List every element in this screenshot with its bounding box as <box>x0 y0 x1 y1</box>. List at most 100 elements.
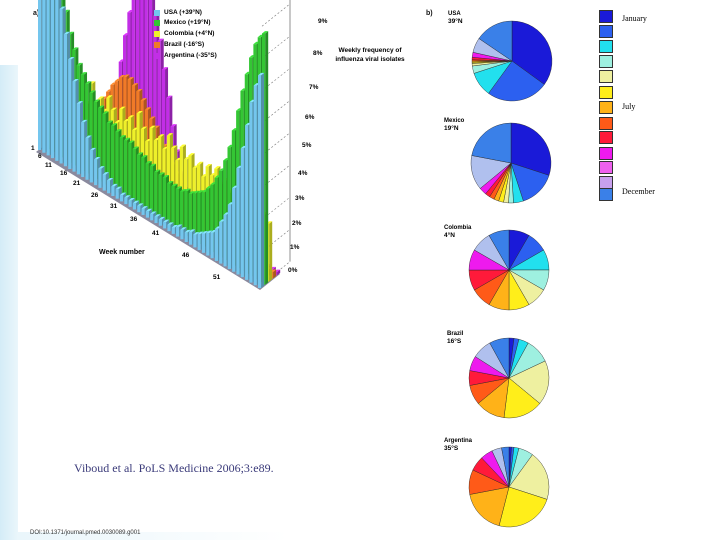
legend-label-usa: USA (+39°N) <box>164 9 202 16</box>
series-0 <box>38 0 265 288</box>
bar-top <box>171 145 178 148</box>
bar-top <box>111 123 118 126</box>
bar <box>115 131 119 193</box>
bar <box>94 159 98 186</box>
bar-top <box>179 144 186 147</box>
bar-side <box>261 72 265 288</box>
bar <box>206 232 210 256</box>
month-swatch <box>599 101 613 114</box>
bar <box>236 168 240 275</box>
bar-top <box>149 125 156 128</box>
bar-top <box>63 31 71 35</box>
x-tick-label: 1 <box>31 145 35 152</box>
bar <box>59 8 63 164</box>
bar-top <box>127 115 135 118</box>
bar-top <box>145 161 152 164</box>
bar <box>132 148 136 204</box>
legend-swatch-usa <box>154 9 160 16</box>
pie-slice-january <box>511 20 553 85</box>
bar-top <box>144 107 152 110</box>
bar <box>81 122 85 178</box>
bar-top <box>171 225 178 228</box>
bar <box>111 125 115 191</box>
bar-top <box>141 206 148 209</box>
legend-label-colombia: Colombia (+4°N) <box>164 30 215 37</box>
pie-slice-december <box>501 446 510 488</box>
bar <box>188 231 193 245</box>
bar-top <box>72 47 79 50</box>
bar-top <box>89 147 96 151</box>
bar-top <box>188 153 195 156</box>
legend-item-brazil: Brazil (-16°S) <box>154 40 204 49</box>
bar-top <box>89 90 96 93</box>
bar-top <box>110 107 117 111</box>
bar-top <box>97 96 104 99</box>
bar-top <box>193 232 200 235</box>
bar-top <box>154 169 161 173</box>
x-tick-label: 36 <box>130 216 138 223</box>
bar-top <box>119 135 126 138</box>
bar <box>180 229 184 240</box>
bar-top <box>162 175 169 178</box>
pie-country: USA <box>448 11 461 17</box>
month-swatch <box>599 86 613 99</box>
bar <box>124 197 128 205</box>
bar <box>42 0 46 153</box>
bar-top <box>107 178 114 181</box>
bar <box>197 192 201 245</box>
bar-top <box>192 190 200 194</box>
legend-item-usa: USA (+39°N) <box>154 8 202 17</box>
bar <box>63 34 68 167</box>
bar-top <box>76 101 84 104</box>
pie-country: Brazil <box>447 331 464 337</box>
bar <box>98 168 102 188</box>
bar <box>232 187 236 272</box>
month-swatch <box>599 188 613 201</box>
month-swatch <box>599 40 613 53</box>
bar <box>119 137 123 196</box>
bar-top <box>176 224 183 227</box>
legend-item-argentina: Argentina (-35°S) <box>154 51 217 60</box>
bar-top <box>197 231 204 235</box>
bar <box>158 174 162 220</box>
bar <box>136 154 141 207</box>
pie-slice-may <box>508 454 550 500</box>
panel-b-label: b) <box>426 10 433 17</box>
pie-slice-december <box>478 20 513 62</box>
bar-top <box>119 106 126 110</box>
bar <box>258 75 262 288</box>
bar <box>227 204 232 270</box>
pie-slice-december <box>471 122 512 164</box>
bar-top <box>119 74 126 78</box>
bar <box>176 226 180 237</box>
pie-label-colombia: Colombia 4°N <box>444 224 471 240</box>
gridline <box>261 3 291 27</box>
bar-top <box>123 137 131 141</box>
month-label-january: January <box>622 14 647 23</box>
doi-text: DOI:10.1371/journal.pmed.0030089.g001 <box>30 530 141 536</box>
pie-country: Argentina <box>444 438 473 444</box>
pie-slice-december <box>488 229 510 271</box>
pie-chart-2 <box>468 229 550 311</box>
pie-lat: 39°N <box>448 18 463 25</box>
bar-top <box>196 161 204 165</box>
month-label-december: December <box>622 187 655 196</box>
citation: Viboud et al. PoLS Medicine 2006;3:e89. <box>74 461 274 475</box>
decorative-strip-left <box>0 65 18 540</box>
bar <box>188 193 192 239</box>
bar-top <box>93 99 100 102</box>
y-tick-label: 5% <box>302 142 312 149</box>
bar-top <box>128 197 135 201</box>
bar <box>158 219 162 226</box>
bar-top <box>136 111 143 114</box>
bar <box>85 137 89 180</box>
bar <box>210 232 214 259</box>
bar-side <box>277 269 281 276</box>
pie-slice-july <box>469 486 510 526</box>
bar-top <box>167 180 174 184</box>
bar <box>106 122 110 188</box>
x-axis-label: Week number <box>99 249 145 256</box>
pie-slice-december <box>489 337 510 379</box>
bar-top <box>80 72 88 75</box>
bar-top <box>161 67 169 70</box>
